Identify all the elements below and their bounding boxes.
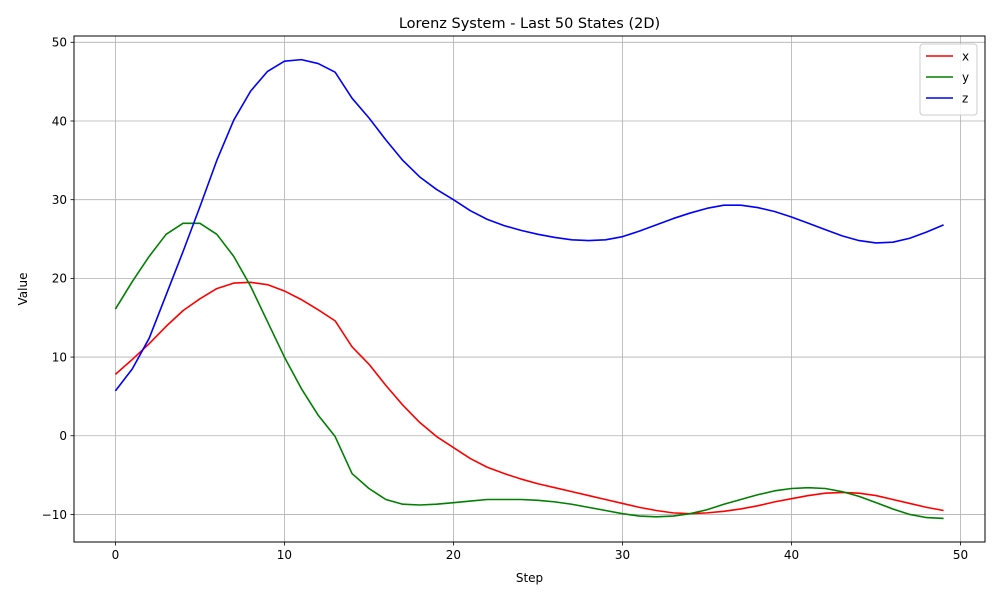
x-tick-label: 40	[784, 548, 799, 562]
x-tick-label: 50	[953, 548, 968, 562]
legend-label-x: x	[962, 49, 969, 63]
x-tick-label: 30	[615, 548, 630, 562]
x-tick-label: 0	[112, 548, 120, 562]
y-tick-label: 30	[52, 193, 67, 207]
series-lines	[114, 58, 944, 520]
legend-label-z: z	[962, 91, 968, 105]
series-line-x	[114, 281, 944, 515]
series-line-z	[114, 58, 944, 392]
x-axis-label: Step	[516, 571, 543, 585]
x-tick-label: 20	[446, 548, 461, 562]
plot-frame	[73, 35, 986, 543]
y-axis-label: Value	[16, 273, 30, 306]
y-tick-label: 10	[52, 350, 67, 364]
ticks: 0 10 20 30 40 50 −10 0 10 20 30 40 50	[42, 36, 968, 562]
x-tick-label: 10	[277, 548, 292, 562]
legend-label-y: y	[962, 70, 969, 84]
chart-title: Lorenz System - Last 50 States (2D)	[399, 16, 660, 32]
grid	[74, 36, 985, 542]
y-tick-label: 20	[52, 272, 67, 286]
series-line-y	[114, 222, 944, 520]
y-tick-label: 40	[52, 114, 67, 128]
y-tick-label: −10	[42, 508, 67, 522]
y-tick-label: 0	[59, 429, 67, 443]
legend: xyz	[919, 43, 978, 116]
y-tick-label: 50	[52, 36, 67, 50]
